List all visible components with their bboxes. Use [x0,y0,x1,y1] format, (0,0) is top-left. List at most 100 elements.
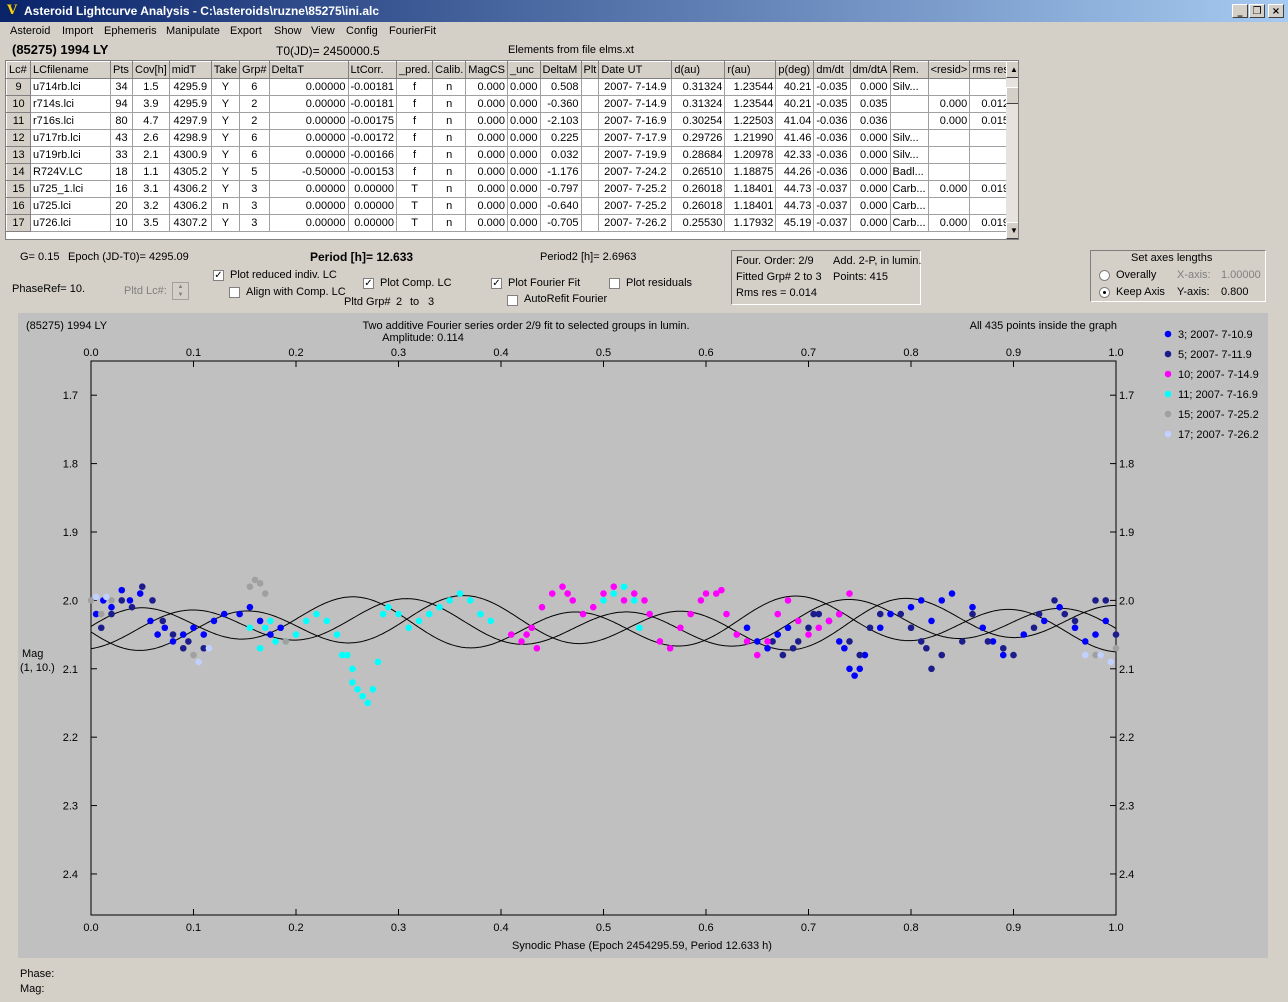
x-axis-value[interactable]: 1.00000 [1221,269,1261,281]
cell-resid[interactable]: 0.000 [927,95,971,113]
epoch-value[interactable]: Epoch (JD-T0)= 4295.09 [68,251,189,263]
cell-date[interactable]: 2007- 7-25.2 [598,197,673,215]
cell-plt[interactable] [580,129,600,147]
cell-pred[interactable]: f [395,112,434,130]
table-row[interactable]: 12 u717rb.lci 43 2.6 4298.9 Y 6 0.00000 -0.00172… [6,129,1012,147]
cell-calib[interactable]: n [432,95,467,113]
cell-dmdt[interactable]: -0.035 [813,95,851,113]
cell-deltam[interactable]: 0.225 [539,129,582,147]
cell-dmdta[interactable]: 0.000 [849,129,891,147]
col-header-rem[interactable]: Rem. [889,61,929,79]
cell-p[interactable]: 44.26 [775,163,815,181]
cell-rem[interactable]: Carb... [889,180,929,198]
cell-calib[interactable]: n [432,78,467,96]
scroll-thumb[interactable] [1006,87,1018,104]
cell-lc[interactable]: 10 [6,95,31,113]
cell-calib[interactable]: n [432,163,467,181]
cell-plt[interactable] [580,163,600,181]
period-value[interactable]: Period [h]= 12.633 [310,250,414,264]
cell-ltcorr[interactable]: -0.00166 [347,146,397,164]
cell-r[interactable]: 1.23544 [724,95,777,113]
table-row[interactable]: 9 u714rb.lci 34 1.5 4295.9 Y 6 0.00000 -0.00181 f… [6,78,1012,96]
cell-lc[interactable]: 13 [6,146,31,164]
close-button[interactable]: × [1268,4,1284,18]
cell-unc[interactable]: 0.000 [506,95,541,113]
cell-date[interactable]: 2007- 7-24.2 [598,163,673,181]
cell-resid[interactable] [927,129,971,147]
cell-rem[interactable]: Badl... [889,163,929,181]
cell-cov[interactable]: 1.5 [132,78,170,96]
col-header-deltam[interactable]: DeltaM [539,61,582,79]
cell-plt[interactable] [580,180,600,198]
cell-r[interactable]: 1.21990 [724,129,777,147]
cell-rem[interactable] [889,95,929,113]
cell-r[interactable]: 1.23544 [724,78,777,96]
cell-date[interactable]: 2007- 7-14.9 [598,95,673,113]
cell-d[interactable]: 0.26018 [671,197,726,215]
cell-pts[interactable]: 10 [110,214,133,232]
menu-config[interactable]: Config [346,25,378,37]
cell-resid[interactable]: 0.000 [927,112,971,130]
cell-dmdta[interactable]: 0.036 [849,112,891,130]
cell-rms[interactable]: 0.019 [969,214,1012,232]
cell-midt[interactable]: 4305.2 [168,163,212,181]
col-header-cov[interactable]: Cov[h] [132,61,170,79]
cell-p[interactable]: 40.21 [775,95,815,113]
cell-magcs[interactable]: 0.000 [465,214,508,232]
cell-deltat[interactable]: 0.00000 [268,112,349,130]
col-header-calib[interactable]: Calib. [432,61,467,79]
cell-r[interactable]: 1.18401 [724,180,777,198]
cell-date[interactable]: 2007- 7-16.9 [598,112,673,130]
table-row[interactable]: 14 R724V.LC 18 1.1 4305.2 Y 5 -0.50000 -0.00153 f… [6,163,1012,181]
cell-date[interactable]: 2007- 7-25.2 [598,180,673,198]
cell-cov[interactable]: 1.1 [132,163,170,181]
cell-deltam[interactable]: 0.508 [539,78,582,96]
cell-dmdta[interactable]: 0.000 [849,163,891,181]
col-header-r[interactable]: r(au) [724,61,777,79]
cell-lc[interactable]: 15 [6,180,31,198]
menu-asteroid[interactable]: Asteroid [10,25,51,37]
y-axis-value[interactable]: 0.800 [1221,286,1249,298]
cell-calib[interactable]: n [432,214,467,232]
cell-unc[interactable]: 0.000 [506,78,541,96]
cell-d[interactable]: 0.30254 [671,112,726,130]
cell-ltcorr[interactable]: -0.00181 [347,78,397,96]
cell-filename[interactable]: r716s.lci [30,112,111,130]
table-row[interactable]: 11 r716s.lci 80 4.7 4297.9 Y 2 0.00000 -0.00175 f… [6,112,1012,130]
cell-calib[interactable]: n [432,180,467,198]
cell-lc[interactable]: 9 [6,78,31,96]
cell-pts[interactable]: 94 [110,95,133,113]
col-header-dmdt[interactable]: dm/dt [813,61,851,79]
pltd-grp-to[interactable]: 3 [428,296,435,308]
cell-resid[interactable] [927,197,971,215]
cell-take[interactable]: Y [210,78,241,96]
col-header-filename[interactable]: LCfilename [30,61,111,79]
col-header-ltcorr[interactable]: LtCorr. [347,61,397,79]
menu-show[interactable]: Show [274,25,302,37]
cell-deltat[interactable]: 0.00000 [268,146,349,164]
cell-r[interactable]: 1.17932 [724,214,777,232]
col-header-unc[interactable]: _unc [506,61,541,79]
cell-rem[interactable]: Silv... [889,129,929,147]
cell-unc[interactable]: 0.000 [506,112,541,130]
cell-grp[interactable]: 2 [239,95,270,113]
cell-dmdt[interactable]: -0.036 [813,146,851,164]
cell-unc[interactable]: 0.000 [506,214,541,232]
cell-pred[interactable]: T [395,180,434,198]
cell-resid[interactable] [927,78,971,96]
cell-take[interactable]: Y [210,129,241,147]
cell-midt[interactable]: 4298.9 [168,129,212,147]
cell-magcs[interactable]: 0.000 [465,163,508,181]
col-header-grp[interactable]: Grp# [239,61,270,79]
cell-cov[interactable]: 3.9 [132,95,170,113]
cell-calib[interactable]: n [432,146,467,164]
cell-r[interactable]: 1.22503 [724,112,777,130]
cell-d[interactable]: 0.29726 [671,129,726,147]
cell-d[interactable]: 0.31324 [671,95,726,113]
cell-unc[interactable]: 0.000 [506,197,541,215]
col-header-take[interactable]: Take [210,61,241,79]
cell-grp[interactable]: 6 [239,78,270,96]
cell-lc[interactable]: 17 [6,214,31,232]
cell-p[interactable]: 44.73 [775,197,815,215]
cell-ltcorr[interactable]: -0.00175 [347,112,397,130]
